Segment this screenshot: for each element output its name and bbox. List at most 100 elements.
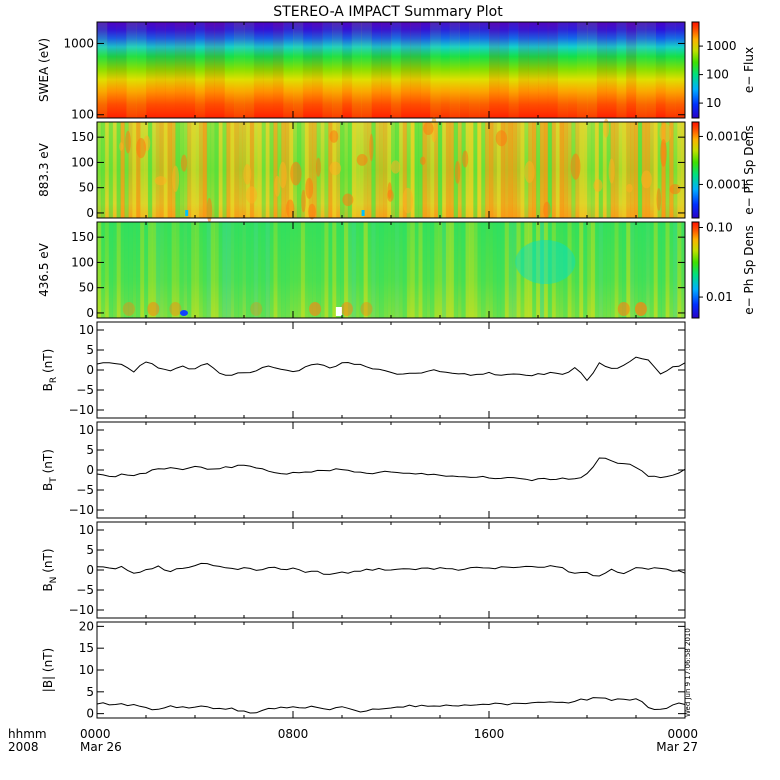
swea-texture-stripe bbox=[351, 22, 362, 118]
pad436-texture-stripe bbox=[579, 222, 584, 318]
pad883-texture-stripe bbox=[198, 122, 204, 218]
pad436-texture-stripe bbox=[249, 222, 255, 318]
br-y-axis-label-subscript: R bbox=[49, 377, 59, 383]
time-axis-row2-label: 2008 bbox=[8, 740, 39, 754]
pad436-texture-stripe bbox=[602, 222, 607, 318]
pad883-texture-stripe bbox=[485, 122, 490, 218]
pad883-blotch bbox=[356, 154, 368, 166]
pad436-colorbar-label: e− Ph Sp Dens bbox=[742, 225, 756, 314]
pad883-texture-stripe bbox=[97, 122, 102, 218]
pad436-texture-stripe bbox=[637, 222, 643, 318]
pad436-texture-stripe bbox=[187, 222, 192, 318]
pad436-texture-stripe bbox=[163, 222, 168, 318]
pad883-texture-stripe bbox=[422, 122, 427, 218]
swea-texture-stripe bbox=[371, 22, 382, 118]
pad436-cyan-region bbox=[515, 240, 576, 284]
pad883-texture-stripe bbox=[151, 122, 157, 218]
swea-texture-stripe bbox=[253, 22, 264, 118]
pad436-texture-stripe bbox=[485, 222, 490, 318]
swea-texture-stripe bbox=[204, 22, 215, 118]
pad883-texture-stripe bbox=[253, 122, 259, 218]
br-y-tick-label: −10 bbox=[69, 403, 94, 417]
pad436-texture-stripe bbox=[312, 222, 317, 318]
pad436-texture-stripe bbox=[665, 222, 670, 318]
pad436-texture-stripe bbox=[481, 222, 486, 318]
pad883-texture-stripe bbox=[398, 122, 404, 218]
pad436-texture-stripe bbox=[528, 222, 533, 318]
pad883-texture-stripe bbox=[234, 122, 239, 218]
swea-texture-stripe bbox=[430, 22, 441, 118]
pad883-texture-stripe bbox=[187, 122, 192, 218]
pad883-texture-stripe bbox=[210, 122, 215, 218]
pad883-blotch bbox=[603, 118, 610, 138]
pad883-texture-stripe bbox=[626, 122, 631, 218]
pad883-texture-stripe bbox=[269, 122, 274, 218]
pad883-blotch bbox=[454, 160, 461, 184]
pad883-texture-stripe bbox=[379, 122, 384, 218]
pad883-texture-stripe bbox=[579, 122, 584, 218]
pad436-blue-spot bbox=[179, 310, 188, 316]
swea-texture-stripe bbox=[469, 22, 480, 118]
pad436-texture-stripe bbox=[277, 222, 282, 318]
bmag-y-tick-label: 0 bbox=[86, 707, 94, 721]
swea-y-axis-label: SWEA (eV) bbox=[37, 38, 51, 102]
pad883-y-tick-label: 100 bbox=[71, 155, 94, 169]
pad436-texture-stripe bbox=[308, 222, 313, 318]
pad883-texture-stripe bbox=[583, 122, 588, 218]
pad883-texture-stripe bbox=[249, 122, 255, 218]
swea-texture-stripe bbox=[538, 22, 549, 118]
pad883-y-axis-label: 883.3 eV bbox=[37, 142, 51, 197]
pad436-texture-stripe bbox=[551, 222, 557, 318]
pad883-texture-stripe bbox=[132, 122, 137, 218]
pad436-texture-stripe bbox=[406, 222, 411, 318]
pad436-texture-stripe bbox=[214, 222, 219, 318]
pad436-orange-blob bbox=[340, 302, 353, 316]
swea-texture-stripe bbox=[302, 22, 313, 118]
swea-texture-stripe bbox=[459, 22, 470, 118]
pad883-texture-stripe bbox=[681, 122, 686, 218]
swea-texture-stripe bbox=[106, 22, 117, 118]
pad436-texture-stripe bbox=[324, 222, 329, 318]
pad883-texture-stripe bbox=[402, 122, 408, 218]
pad883-texture-stripe bbox=[637, 122, 643, 218]
pad883-texture-stripe bbox=[140, 122, 145, 218]
pad436-texture-stripe bbox=[112, 222, 117, 318]
pad436-colorbar-tick-label: 0.10 bbox=[706, 221, 733, 235]
pad883-texture-stripe bbox=[340, 122, 345, 218]
bmag-y-axis-label: |B| (nT) bbox=[41, 648, 55, 692]
swea-texture-stripe bbox=[420, 22, 431, 118]
pad436-texture-stripe bbox=[175, 222, 180, 318]
pad436-texture-stripe bbox=[559, 222, 564, 318]
br-y-axis-label-main: B bbox=[41, 383, 55, 391]
pad436-y-tick-label: 0 bbox=[86, 306, 94, 320]
pad883-texture-stripe bbox=[465, 122, 470, 218]
pad436-texture-stripe bbox=[355, 222, 361, 318]
pad436-orange-blob bbox=[634, 302, 647, 316]
pad883-texture-stripe bbox=[159, 122, 165, 218]
pad436-texture-stripe bbox=[473, 222, 478, 318]
swea-texture-stripe bbox=[616, 22, 627, 118]
pad436-texture-stripe bbox=[100, 222, 106, 318]
swea-texture-stripe bbox=[214, 22, 225, 118]
pad883-blotch bbox=[570, 153, 581, 180]
pad883-texture-stripe bbox=[351, 122, 357, 218]
swea-texture-stripe bbox=[440, 22, 451, 118]
pad883-texture-stripe bbox=[677, 122, 682, 218]
pad883-blotch bbox=[626, 183, 633, 193]
pad436-texture-stripe bbox=[304, 222, 310, 318]
pad436-texture-stripe bbox=[210, 222, 215, 318]
pad883-blotch bbox=[342, 193, 354, 207]
pad883-blotch bbox=[660, 139, 667, 167]
pad436-texture-stripe bbox=[206, 222, 212, 318]
swea-colorbar-tick-label: 10 bbox=[706, 96, 721, 110]
chart-title: STEREO-A IMPACT Summary Plot bbox=[273, 4, 503, 20]
pad883-y-tick-label: 50 bbox=[79, 181, 94, 195]
pad436-texture-stripe bbox=[398, 222, 404, 318]
bt-y-axis-label-main: B bbox=[41, 483, 55, 491]
pad436-texture-stripe bbox=[383, 222, 388, 318]
bt-y-axis-label-unit: (nT) bbox=[41, 449, 55, 477]
pad436-texture-stripe bbox=[387, 222, 392, 318]
pad883-texture-stripe bbox=[406, 122, 411, 218]
pad883-texture-stripe bbox=[500, 122, 506, 218]
